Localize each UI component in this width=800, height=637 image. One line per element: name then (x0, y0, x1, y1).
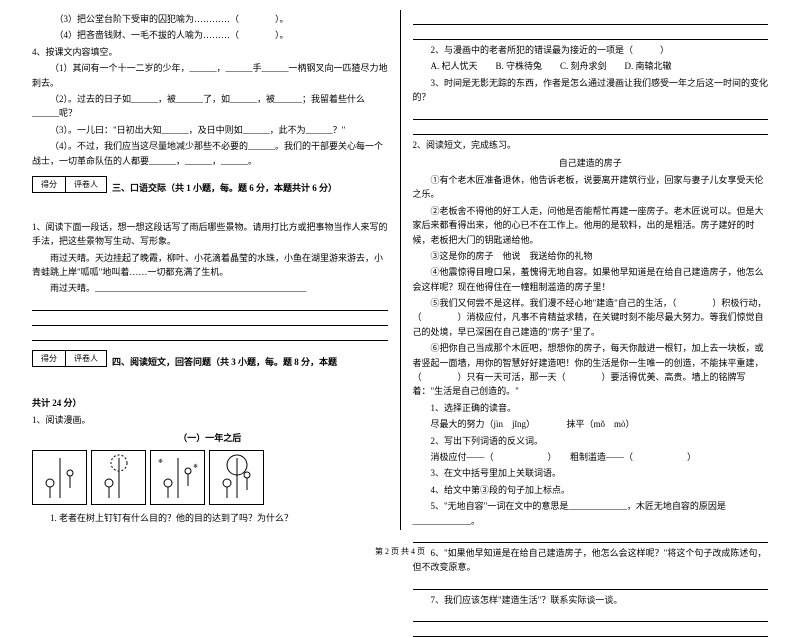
rq5: 5、"无地自容"一词在文中的意思是_____________，木匠无地自容的原因… (413, 499, 769, 528)
answer-line (32, 314, 388, 326)
svg-text:❄: ❄ (158, 458, 163, 465)
s3-passage: 雨过天晴。天边挂起了晚霞，柳叶、小花滴着晶莹的水珠，小鱼在湖里游来游去，小青蛙跳… (32, 251, 388, 280)
s3-q1: 1、阅读下面一段话，想一想这段话写了雨后哪些景物。请用打比方或把事物当作人来写的… (32, 220, 388, 249)
rq2: 2、写出下列词语的反义词。 (413, 434, 769, 448)
rq4: 4、给文中第③段的句子加上标点。 (413, 483, 769, 497)
r-q3: 3、时间是无影无踪的东西，作者是怎么通过漫画让我们感受一年之后这一时间的变化的？ (413, 76, 769, 105)
score-box: 得分 评卷人 (32, 350, 107, 367)
question-3-item: （3）把公堂台阶下受审的囚犯喻为…………（ ）。 (32, 12, 388, 26)
rq3: 3、在文中括号里加上关联词语。 (413, 466, 769, 480)
story-p1: ①有个老木匠准备退休，他告诉老板，说要离开建筑行业，回家与妻子儿女享受天伦之乐。 (413, 173, 769, 202)
answer-line (413, 578, 769, 590)
svg-text:❄: ❄ (193, 463, 198, 470)
answer-line (413, 531, 769, 543)
r-q2: 2、与漫画中的老者所犯的错误最为接近的一项是（ ） (413, 43, 769, 57)
answer-line (413, 625, 769, 637)
answer-line (413, 13, 769, 25)
question-4-item: （4）。不过，我们应当这尽量地减少那些不必要的______。我们的干部要关心每一… (32, 139, 388, 168)
story-p3: ③这是你的房子 他说 我送给你的礼物 (413, 249, 769, 263)
grader-label: 评卷人 (66, 177, 106, 192)
question-4-item: （3）。一儿曰："日初出大知______，及日中则如______，此不为____… (32, 123, 388, 137)
comic-strip: ❄❄ (32, 450, 388, 505)
page-container: （3）把公堂台阶下受审的囚犯喻为…………（ ）。 （4）把吝啬钱财、一毛不拔的人… (0, 0, 800, 540)
comic-panel-4 (209, 450, 264, 505)
comic-panel-3: ❄❄ (150, 450, 205, 505)
section-3-title: 三、口语交际（共 1 小题，每。题 6 分，本题共计 6 分） (112, 181, 388, 194)
question-4-item: （2）。过去的日子如______，被______了，如______，被_____… (32, 92, 388, 121)
grader-label: 评卷人 (66, 351, 106, 366)
score-label: 得分 (33, 351, 66, 366)
section-4-title-a: 四、阅读短文，回答问题（共 3 小题，每。题 8 分，本题 (112, 355, 388, 368)
comic-panel-1 (32, 450, 87, 505)
score-box: 得分 评卷人 (32, 176, 107, 193)
story-p2: ②老板舍不得他的好工人走，问他是否能帮忙再建一座房子。老木匠说可以。但是大家后来… (413, 204, 769, 247)
story-p6: ⑥把你自己当成那个木匠吧，想想你的房子，每天你敲进一根钉，加上去一块板，或者竖起… (413, 341, 769, 399)
story-title: 自己建造的房子 (413, 156, 769, 169)
score-label: 得分 (33, 177, 66, 192)
story-p4: ④他震惊得目瞪口呆，羞愧得无地自容。如果他早知道是在给自己建造房子，他怎么会这样… (413, 265, 769, 294)
story-p5: ⑤我们又何尝不是这样。我们漫不经心地"建造"自己的生活，（ ）积极行动，（ ）消… (413, 296, 769, 339)
s3-prompt: 雨过天晴。___________________________________… (32, 281, 388, 295)
s4-q1-sub: 1. 老者在树上钉钉有什么目的？他的目的达到了吗？为什么？ (32, 511, 388, 525)
s4-q1: 1、阅读漫画。 (32, 413, 388, 427)
section-4-title-b: 共计 24 分） (32, 396, 388, 409)
question-4-title: 4、按课文内容填空。 (32, 45, 388, 59)
answer-line (413, 28, 769, 40)
answer-line (413, 108, 769, 120)
answer-line (413, 123, 769, 135)
rq1-items: 尽最大的努力（jìn jǐng） 抹平（mǒ mò） (413, 417, 769, 431)
answer-line (413, 610, 769, 622)
comic-title: （一）一年之后 (32, 431, 388, 444)
answer-line (32, 329, 388, 341)
rq1: 1、选择正确的读音。 (413, 401, 769, 415)
left-column: （3）把公堂台阶下受审的囚犯喻为…………（ ）。 （4）把吝啬钱财、一毛不拔的人… (20, 10, 401, 530)
r-section-2: 2、阅读短文，完成练习。 (413, 138, 769, 152)
r-q2-options: A. 杞人忧天 B. 守株待兔 C. 刻舟求剑 D. 南辕北辙 (413, 59, 769, 73)
rq2-items: 消极应付——（ ） 粗制滥造——（ ） (413, 450, 769, 464)
page-footer: 第 2 页 共 4 页 (0, 546, 800, 557)
right-column: 2、与漫画中的老者所犯的错误最为接近的一项是（ ） A. 杞人忧天 B. 守株待… (401, 10, 781, 530)
answer-line (32, 299, 388, 311)
rq7: 7、我们应该怎样"建造生活"？联系实际谈一谈。 (413, 593, 769, 607)
comic-panel-2 (91, 450, 146, 505)
question-3-item: （4）把吝啬钱财、一毛不拔的人喻为………（ ）。 (32, 28, 388, 42)
question-4-item: （1）其间有一个十一二岁的少年，______，______手______一柄钢叉… (32, 61, 388, 90)
